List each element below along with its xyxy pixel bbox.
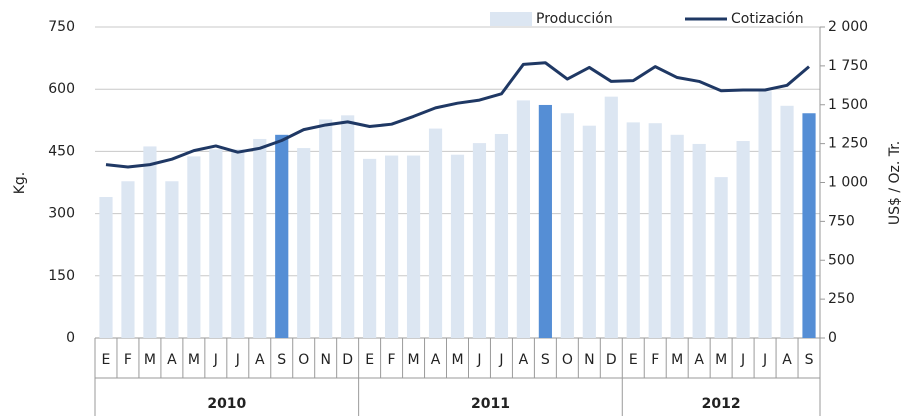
y-tick-label: 750: [48, 19, 75, 35]
y-tick-label: 300: [48, 206, 75, 222]
x-group-label: 2012: [702, 396, 741, 412]
y2-tick-label: 750: [828, 213, 855, 229]
bar: [121, 181, 135, 338]
bar: [560, 113, 574, 338]
x-tick-label: A: [519, 352, 529, 368]
bar: [187, 156, 201, 338]
bar: [406, 155, 421, 338]
bar: [253, 138, 267, 338]
bar: [385, 155, 399, 338]
x-tick-label: M: [408, 352, 420, 368]
y2-tick-label: 0: [828, 330, 837, 346]
bar: [165, 181, 179, 338]
bar: [472, 143, 487, 338]
y-tick-label: 450: [48, 143, 75, 159]
x-tick-label: J: [235, 352, 240, 368]
y2-tick-label: 2 000: [828, 19, 868, 35]
x-tick-label: J: [498, 352, 503, 368]
y2-tick-label: 1 750: [828, 58, 868, 74]
x-tick-label: A: [782, 352, 792, 368]
bar: [428, 128, 443, 338]
y2-tick-label: 1 250: [828, 136, 868, 152]
x-tick-label: M: [715, 352, 727, 368]
line: [105, 61, 810, 169]
bar: [341, 115, 355, 338]
x-tick-label: S: [541, 352, 550, 368]
y2-tick-label: 1 000: [828, 175, 868, 191]
bar: [780, 105, 794, 338]
y-axis-label: Kg.: [12, 172, 28, 195]
x-tick-label: F: [124, 352, 132, 368]
x-tick-label: M: [188, 352, 200, 368]
bar: [692, 143, 706, 338]
x-tick-label: D: [606, 352, 617, 368]
bar: [450, 154, 465, 338]
bar: [363, 158, 377, 338]
bar: [319, 119, 333, 338]
y2-tick-label: 250: [828, 291, 855, 307]
x-tick-label: A: [694, 352, 704, 368]
bar: [604, 96, 618, 338]
bar: [99, 197, 113, 338]
y-tick-label: 0: [66, 330, 75, 346]
x-tick-label: M: [144, 352, 156, 368]
x-tick-label: A: [167, 352, 177, 368]
x-tick-label: A: [255, 352, 265, 368]
bar: [736, 141, 750, 338]
bar: [714, 177, 728, 338]
x-tick-label: J: [476, 352, 481, 368]
bar: [626, 122, 640, 338]
x-tick-label: O: [298, 352, 309, 368]
y2-tick-label: 1 500: [828, 97, 868, 113]
bar: [670, 134, 684, 338]
x-group-label: 2011: [471, 396, 510, 412]
x-tick-label: N: [320, 352, 330, 368]
x-tick-label: O: [562, 352, 573, 368]
x-tick-label: A: [431, 352, 441, 368]
bar: [758, 91, 772, 338]
x-tick-label: E: [102, 352, 111, 368]
y-tick-label: 150: [48, 268, 75, 284]
x-tick-label: S: [277, 352, 286, 368]
bar: [582, 125, 596, 338]
bar: [143, 146, 157, 338]
x-tick-label: J: [213, 352, 218, 368]
bar: [231, 149, 245, 338]
x-tick-label: M: [451, 352, 463, 368]
x-tick-label: N: [584, 352, 594, 368]
x-tick-label: D: [342, 352, 353, 368]
legend-swatch: [490, 12, 532, 26]
bar: [802, 113, 816, 338]
x-tick-label: E: [629, 352, 638, 368]
bar: [209, 149, 223, 338]
x-tick-label: S: [805, 352, 814, 368]
y2-axis-label: US$ / Oz. Tr.: [887, 141, 903, 225]
bar: [494, 133, 509, 338]
x-group-label: 2010: [207, 396, 246, 412]
x-tick-label: F: [388, 352, 396, 368]
bar: [538, 104, 552, 338]
bar: [275, 134, 289, 338]
x-tick-label: J: [740, 352, 745, 368]
bar: [297, 148, 311, 338]
x-tick-label: E: [365, 352, 374, 368]
bar: [516, 100, 530, 338]
y-tick-label: 600: [48, 81, 75, 97]
legend-label: Producción: [536, 11, 613, 27]
y2-tick-label: 500: [828, 252, 855, 268]
x-tick-label: M: [671, 352, 683, 368]
bar: [648, 123, 662, 338]
x-tick-label: J: [762, 352, 767, 368]
legend-label: Cotización: [731, 11, 804, 27]
x-tick-label: F: [651, 352, 659, 368]
